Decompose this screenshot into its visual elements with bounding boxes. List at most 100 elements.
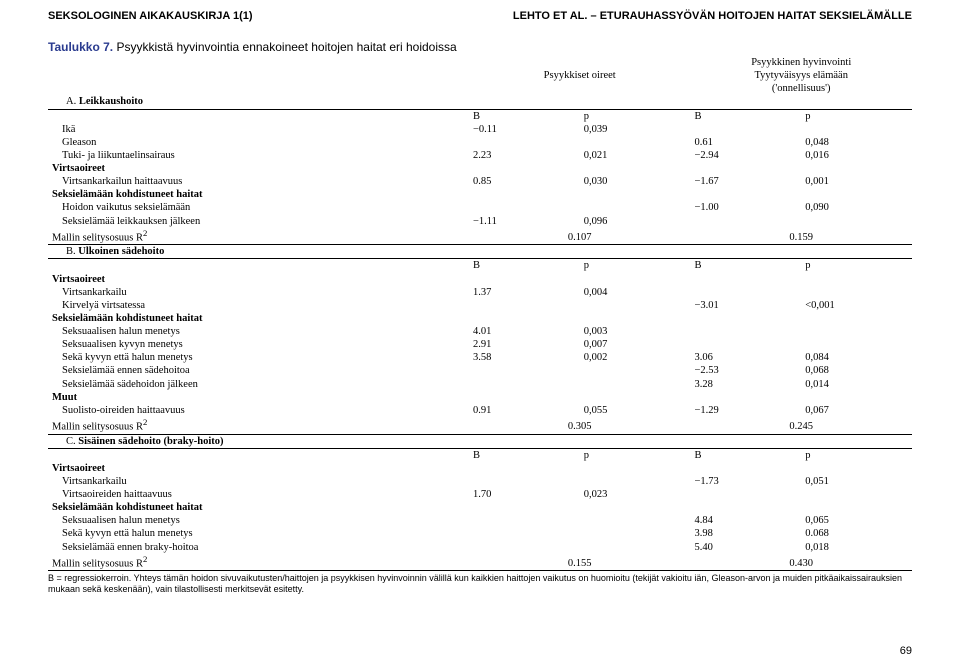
cell-p2: [801, 286, 912, 299]
col-labels-a: B p B p: [48, 109, 912, 123]
cell-p1: [580, 527, 691, 540]
group-b1: Virtsaoireet: [48, 273, 912, 286]
cell-p1: [580, 136, 691, 149]
cell-p2: [801, 123, 912, 136]
cell-p2: 0,068: [801, 364, 912, 377]
cell-p2: 0,067: [801, 404, 912, 417]
table-row: Tuki- ja liikuntaelinsairaus2.230,021−2.…: [48, 149, 912, 162]
row-label: Seksuaalisen halun menetys: [48, 325, 469, 338]
cell-p1: 0,039: [580, 123, 691, 136]
cell-b2: 3.06: [690, 351, 801, 364]
cell-p2: 0,001: [801, 175, 912, 188]
cell-p2: 0,018: [801, 541, 912, 554]
cell-b2: −2.53: [690, 364, 801, 377]
cell-b2: [690, 338, 801, 351]
row-label: Kirvelyä virtsatessa: [48, 299, 469, 312]
cell-b1: −1.11: [469, 215, 580, 228]
cell-p2: <0,001: [801, 299, 912, 312]
results-table: Psyykkinen hyvinvointi Psyykkiset oireet…: [48, 56, 912, 571]
cell-b2: −3.01: [690, 299, 801, 312]
row-label: Virtsankarkailu: [48, 475, 469, 488]
row-label: Suolisto-oireiden haittaavuus: [48, 404, 469, 417]
row-label: Ikä: [48, 123, 469, 136]
cell-b1: 4.01: [469, 325, 580, 338]
cell-b2: 0.61: [690, 136, 801, 149]
col-labels-b: B p B p: [48, 259, 912, 273]
r2-c: Mallin selitysosuus R2 0.155 0.430: [48, 554, 912, 571]
cell-b1: 2.91: [469, 338, 580, 351]
cell-p1: [580, 364, 691, 377]
cell-p1: 0,007: [580, 338, 691, 351]
cell-b1: [469, 136, 580, 149]
table-row: Sekä kyvyn että halun menetys3.580,0023.…: [48, 351, 912, 364]
table-row: Gleason0.610,048: [48, 136, 912, 149]
table-row: Sekä kyvyn että halun menetys3.980.068: [48, 527, 912, 540]
cell-p2: 0,051: [801, 475, 912, 488]
cell-p1: [580, 299, 691, 312]
row-label: Seksielämää leikkauksen jälkeen: [48, 215, 469, 228]
row-label: Virtsankarkailu: [48, 286, 469, 299]
section-c-label: C. Sisäinen sädehoito (braky-hoito): [52, 436, 224, 447]
row-label: Tuki- ja liikuntaelinsairaus: [48, 149, 469, 162]
cell-p1: 0,055: [580, 404, 691, 417]
cell-p1: [580, 514, 691, 527]
table-row: Seksielämää sädehoidon jälkeen 3.280,014: [48, 378, 912, 391]
table-row: Seksuaalisen halun menetys4.010,003: [48, 325, 912, 338]
section-b-label: B. Ulkoinen sädehoito: [52, 246, 164, 257]
table-superheader: Psyykkinen hyvinvointi: [48, 56, 912, 69]
table-row: Seksuaalisen kyvyn menetys2.910,007: [48, 338, 912, 351]
cell-b1: [469, 378, 580, 391]
header-satisfaction: Tyytyväisyys elämään: [690, 69, 912, 82]
cell-b1: −0.11: [469, 123, 580, 136]
row-label: Seksielämää ennen sädehoitoa: [48, 364, 469, 377]
table-title: Taulukko 7. Psyykkistä hyvinvointia enna…: [48, 40, 912, 54]
table-row: Virtsankarkailu1.370,004: [48, 286, 912, 299]
cell-b2: −1.67: [690, 175, 801, 188]
row-label: Sekä kyvyn että halun menetys: [48, 527, 469, 540]
row-label: Seksuaalisen halun menetys: [48, 514, 469, 527]
running-head-left: SEKSOLOGINEN AIKAKAUSKIRJA 1(1): [48, 10, 253, 22]
cell-b2: [690, 215, 801, 228]
table-caption: Psyykkistä hyvinvointia ennakoineet hoit…: [116, 40, 456, 54]
cell-p1: 0,096: [580, 215, 691, 228]
cell-b1: 3.58: [469, 351, 580, 364]
cell-b2: −1.00: [690, 201, 801, 214]
cell-b2: 3.28: [690, 378, 801, 391]
cell-p1: 0,002: [580, 351, 691, 364]
cell-p1: 0,030: [580, 175, 691, 188]
cell-b2: 5.40: [690, 541, 801, 554]
cell-b1: 2.23: [469, 149, 580, 162]
table-row: Ikä−0.110,039: [48, 123, 912, 136]
row-label: Seksuaalisen kyvyn menetys: [48, 338, 469, 351]
row-label: Seksielämää sädehoidon jälkeen: [48, 378, 469, 391]
header-psy-wellbeing: Psyykkinen hyvinvointi: [690, 56, 912, 69]
r2-a: Mallin selitysosuus R2 0.107 0.159: [48, 228, 912, 245]
row-label: Seksielämää ennen braky-hoitoa: [48, 541, 469, 554]
cell-b2: 4.84: [690, 514, 801, 527]
group-c2: Seksielämään kohdistuneet haitat: [48, 501, 912, 514]
cell-b1: 1.70: [469, 488, 580, 501]
cell-p2: [801, 338, 912, 351]
table-row: Hoidon vaikutus seksielämään−1.000,090: [48, 201, 912, 214]
row-label: Virtsaoireiden haittaavuus: [48, 488, 469, 501]
cell-b2: [690, 325, 801, 338]
cell-p1: 0,021: [580, 149, 691, 162]
table-row: Kirvelyä virtsatessa −3.01<0,001: [48, 299, 912, 312]
table-row: Seksielämää ennen sädehoitoa −2.530,068: [48, 364, 912, 377]
cell-p1: 0,023: [580, 488, 691, 501]
cell-p1: [580, 541, 691, 554]
cell-b2: [690, 123, 801, 136]
table-superheader-3: ('onnellisuus'): [48, 82, 912, 95]
running-heads: SEKSOLOGINEN AIKAKAUSKIRJA 1(1) LEHTO ET…: [48, 10, 912, 22]
header-psy-symptoms: Psyykkiset oireet: [469, 69, 691, 82]
cell-p1: [580, 475, 691, 488]
section-c-head: C. Sisäinen sädehoito (braky-hoito): [48, 434, 912, 448]
group-b3: Muut: [48, 391, 912, 404]
cell-b2: [690, 286, 801, 299]
row-label: Gleason: [48, 136, 469, 149]
cell-b1: [469, 299, 580, 312]
cell-b1: 1.37: [469, 286, 580, 299]
table-superheader-2: Psyykkiset oireet Tyytyväisyys elämään: [48, 69, 912, 82]
cell-p2: 0,014: [801, 378, 912, 391]
table-row: Suolisto-oireiden haittaavuus0.910,055−1…: [48, 404, 912, 417]
